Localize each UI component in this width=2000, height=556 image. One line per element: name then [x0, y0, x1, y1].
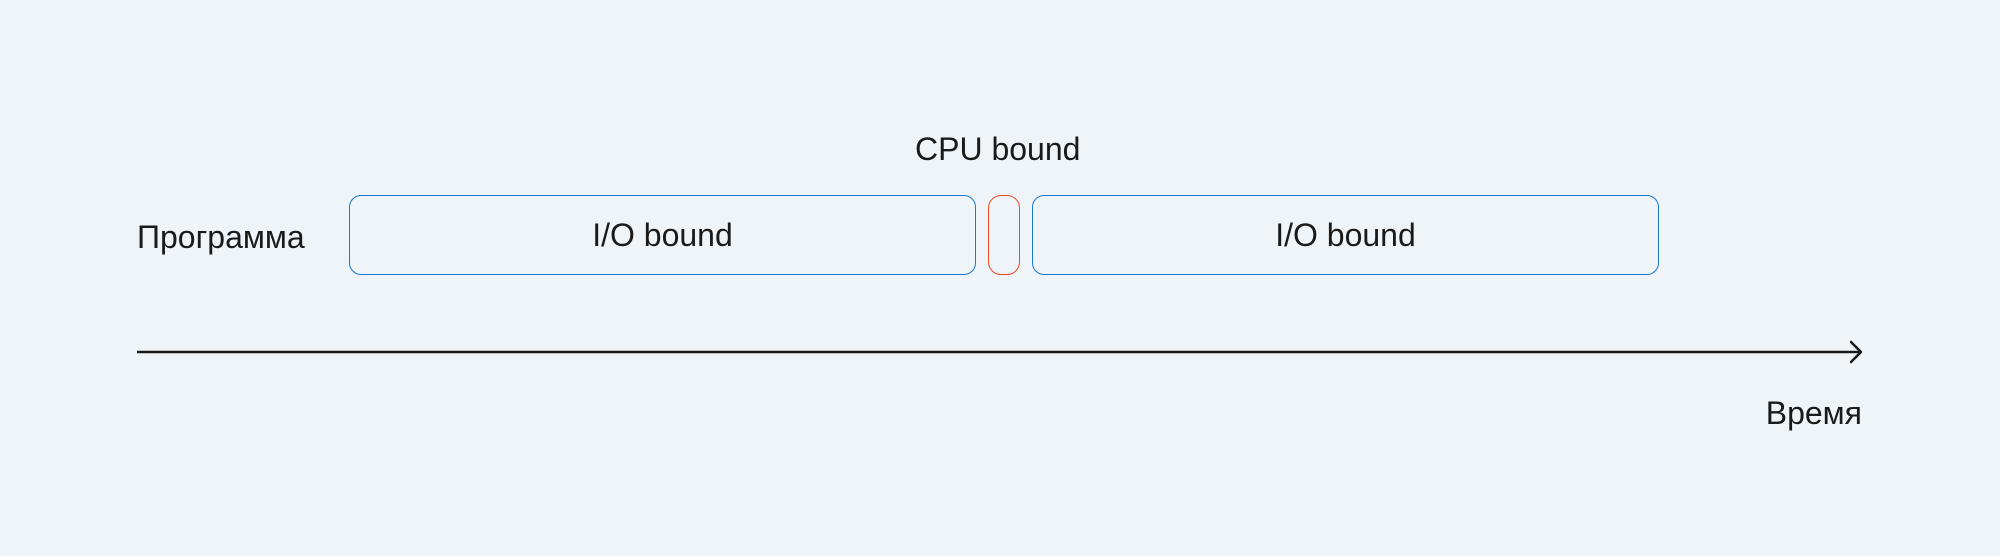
io-bound-block-1-label: I/O bound	[592, 216, 733, 253]
cpu-bound-label: CPU bound	[915, 131, 1081, 167]
arrow-right-icon	[1849, 340, 1863, 364]
cpu-bound-block	[988, 195, 1020, 275]
io-bound-block-2-label: I/O bound	[1275, 216, 1416, 253]
io-bound-block-1: I/O bound	[349, 195, 976, 275]
program-row-label: Программа	[137, 219, 305, 255]
io-bound-block-2: I/O bound	[1032, 195, 1659, 275]
time-axis	[137, 340, 1863, 364]
time-axis-label: Время	[1765, 395, 1862, 431]
